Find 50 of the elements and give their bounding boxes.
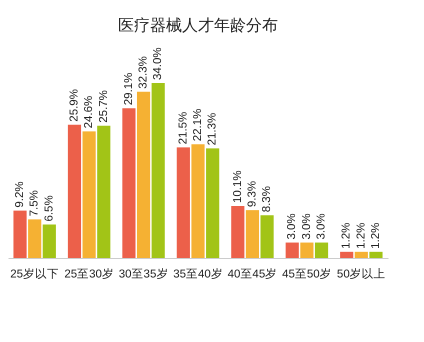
data-label: 3.0%: [286, 213, 298, 240]
bar: [191, 144, 205, 258]
data-label: 6.5%: [43, 195, 56, 222]
data-label: 7.5%: [28, 190, 41, 216]
bar: [260, 215, 274, 258]
data-label: 1.2%: [370, 222, 382, 249]
bar: [97, 126, 110, 258]
bar: [340, 252, 354, 258]
x-tick-label: 35至40岁: [173, 268, 223, 280]
bar: [13, 210, 27, 258]
bar: [300, 242, 314, 258]
data-label: 1.2%: [340, 222, 353, 249]
x-tick-label: 40至45岁: [228, 268, 278, 280]
data-label: 24.6%: [83, 96, 96, 128]
bar: [42, 224, 56, 258]
data-label: 34.0%: [152, 47, 164, 80]
x-tick-label: 25岁以下: [10, 268, 60, 280]
bar: [122, 108, 136, 258]
bar: [246, 210, 260, 258]
x-tick-label: 50岁以上: [336, 268, 386, 280]
data-label: 3.0%: [316, 213, 328, 240]
data-label: 1.2%: [355, 222, 368, 249]
bar: [82, 131, 96, 258]
data-label: 21.3%: [206, 112, 219, 146]
x-tick-label: 30至35岁: [118, 268, 168, 280]
data-label: 21.5%: [177, 112, 190, 144]
bar: [28, 219, 42, 258]
bar: [68, 124, 82, 258]
chart-title: 医疗器械人才年龄分布: [118, 16, 278, 34]
x-tick-label: 25至30岁: [64, 268, 114, 280]
bar: [286, 242, 299, 258]
bar: [314, 242, 328, 258]
data-label: 10.1%: [232, 170, 244, 204]
data-label: 9.2%: [14, 181, 26, 208]
data-label: 3.0%: [300, 213, 313, 240]
bar: [354, 252, 368, 258]
bar: [369, 252, 383, 258]
data-label: 22.1%: [192, 108, 204, 142]
bar: [152, 83, 165, 258]
data-label: 25.7%: [98, 90, 110, 123]
data-label: 32.3%: [138, 56, 150, 89]
data-label: 9.3%: [246, 180, 258, 208]
bar: [231, 206, 244, 258]
data-label: 29.1%: [122, 72, 135, 106]
data-label: 25.9%: [68, 89, 80, 122]
bar: [206, 148, 220, 258]
bar: [176, 147, 190, 258]
x-tick-label: 45至50岁: [282, 268, 332, 280]
data-label: 8.3%: [261, 186, 274, 212]
bar: [136, 92, 150, 258]
